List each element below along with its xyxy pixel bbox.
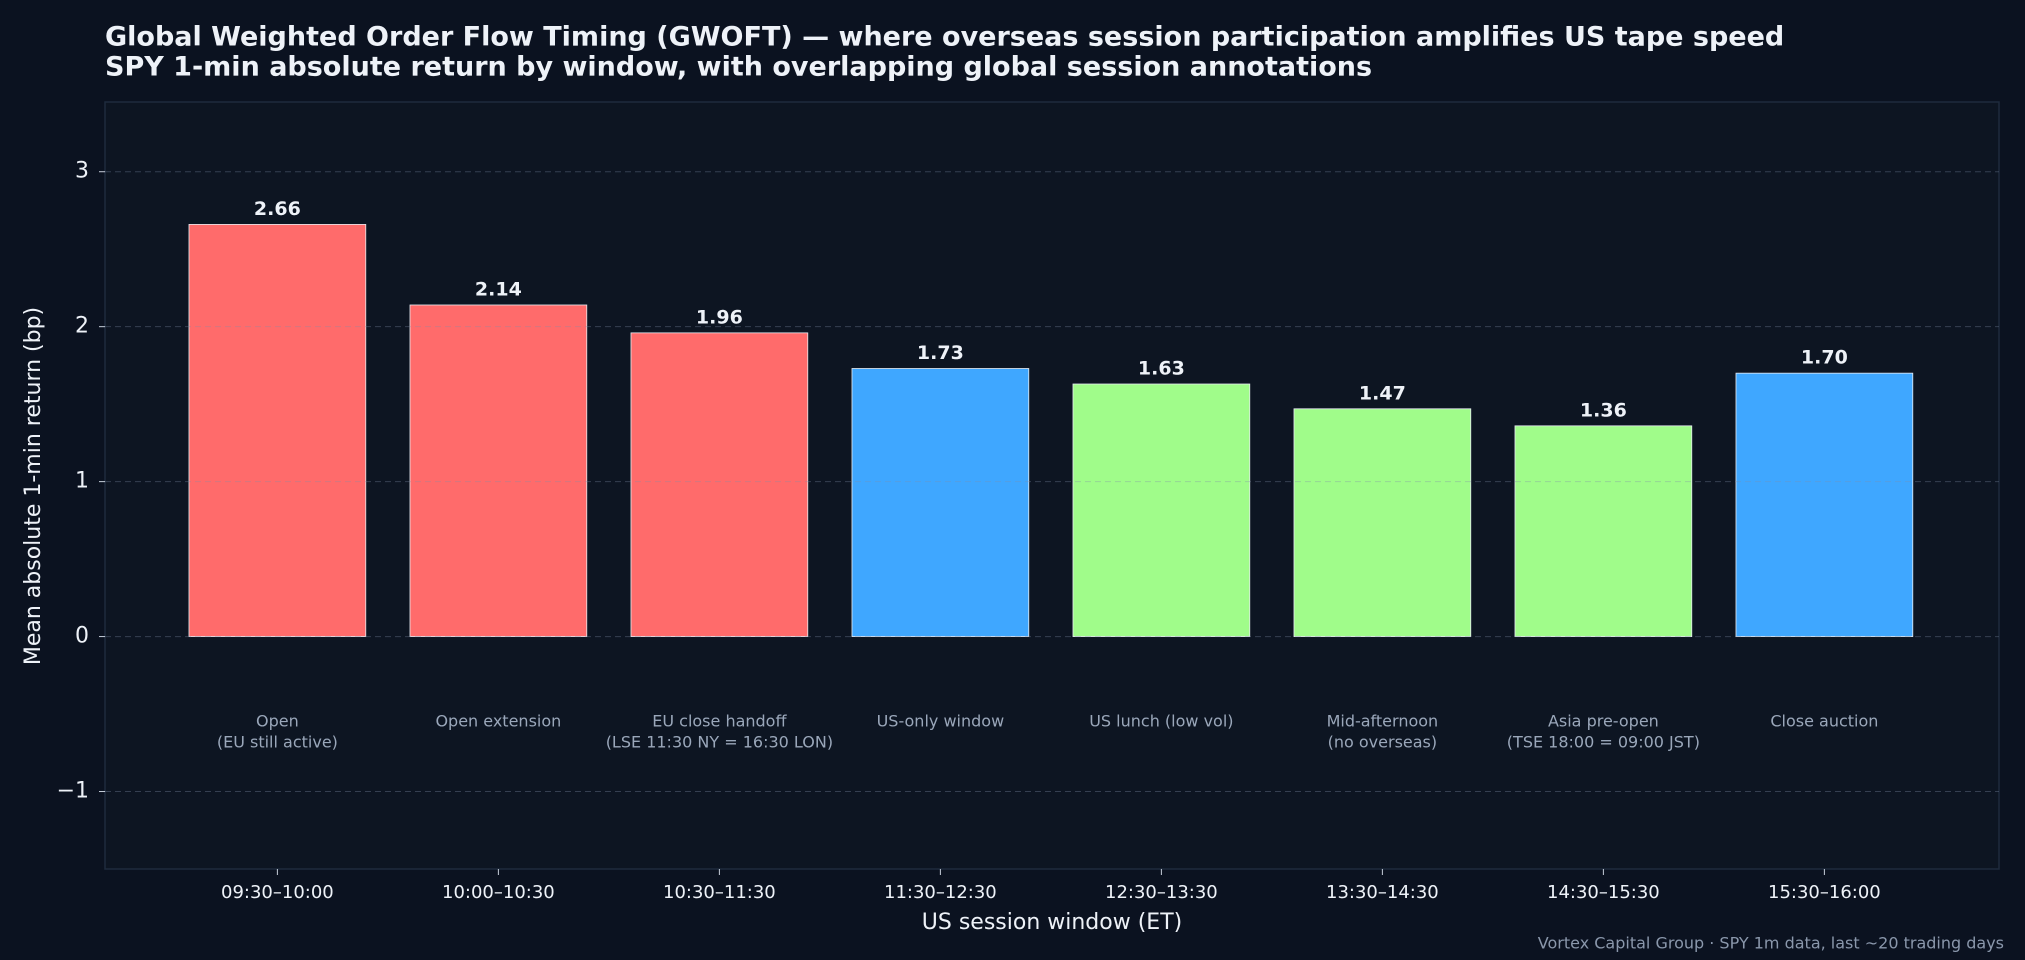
value-label: 2.66 xyxy=(254,198,301,220)
y-tick-label: 2 xyxy=(75,314,89,339)
y-tick-label: 0 xyxy=(75,624,89,649)
x-tick-label: 11:30–12:30 xyxy=(884,882,997,903)
x-tick-label: 10:30–11:30 xyxy=(663,882,776,903)
annotation: Mid-afternoon xyxy=(1327,712,1439,731)
annotation: US lunch (low vol) xyxy=(1089,712,1233,731)
y-tick-label: 1 xyxy=(75,469,89,494)
value-label: 1.63 xyxy=(1138,358,1185,380)
x-tick-label: 09:30–10:00 xyxy=(221,882,334,903)
x-tick-label: 10:00–10:30 xyxy=(442,882,555,903)
x-axis-label: US session window (ET) xyxy=(922,910,1182,935)
annotation: (no overseas) xyxy=(1328,733,1438,752)
y-tick-label: 3 xyxy=(75,159,89,184)
x-tick-label: 14:30–15:30 xyxy=(1547,882,1660,903)
bar xyxy=(630,332,809,637)
x-tick-label: 12:30–13:30 xyxy=(1105,882,1218,903)
bar xyxy=(409,304,588,637)
annotation: Open xyxy=(256,712,299,731)
annotation: (EU still active) xyxy=(217,733,338,752)
annotation: Asia pre-open xyxy=(1548,712,1659,731)
value-label: 1.70 xyxy=(1801,347,1848,369)
bar xyxy=(1293,408,1472,637)
value-label: 1.73 xyxy=(917,342,964,364)
plot-area xyxy=(104,101,2000,870)
x-tick-label: 15:30–16:00 xyxy=(1768,882,1881,903)
chart-subtitle: SPY 1-min absolute return by window, wit… xyxy=(105,52,1372,83)
annotation: Open extension xyxy=(435,712,561,731)
y-tick-label: −1 xyxy=(57,779,89,804)
bar xyxy=(188,224,367,637)
annotation: US-only window xyxy=(877,712,1005,731)
bar xyxy=(851,368,1030,637)
chart-title: Global Weighted Order Flow Timing (GWOFT… xyxy=(105,22,1784,53)
y-axis-label: Mean absolute 1-min return (bp) xyxy=(21,307,46,665)
annotation: Close auction xyxy=(1770,712,1878,731)
bar xyxy=(1514,425,1693,637)
annotation: (LSE 11:30 NY = 16:30 LON) xyxy=(606,733,833,752)
bar xyxy=(1735,372,1914,637)
value-label: 1.96 xyxy=(696,306,743,328)
footer: Vortex Capital Group · SPY 1m data, last… xyxy=(1538,934,2004,953)
value-label: 2.14 xyxy=(475,278,522,300)
annotation: (TSE 18:00 = 09:00 JST) xyxy=(1507,733,1700,752)
x-tick-label: 13:30–14:30 xyxy=(1326,882,1439,903)
annotation: EU close handoff xyxy=(652,712,787,731)
value-label: 1.36 xyxy=(1580,399,1627,421)
bar xyxy=(1072,383,1251,637)
value-label: 1.47 xyxy=(1359,382,1406,404)
